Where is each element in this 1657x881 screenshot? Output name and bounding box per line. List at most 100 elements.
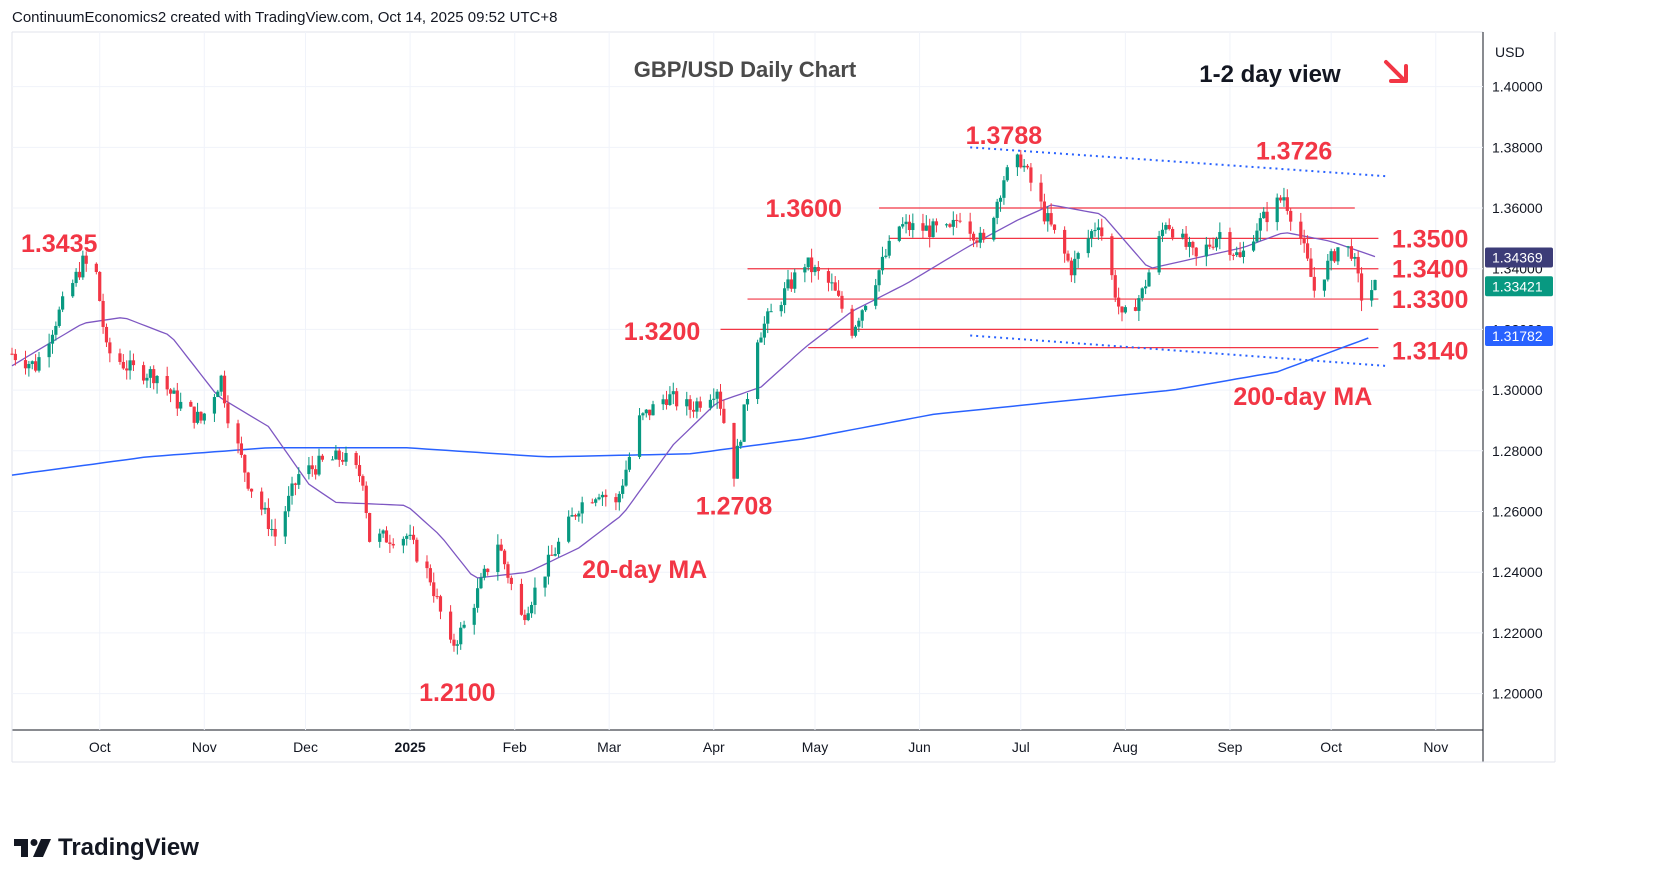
candle	[526, 606, 530, 622]
candle-body	[739, 441, 743, 446]
candle	[887, 235, 891, 259]
candle-body	[222, 375, 227, 404]
price-axis[interactable]: 1.400001.380001.360001.340001.320001.300…	[1485, 79, 1553, 702]
candle-body	[904, 221, 908, 225]
candle	[509, 575, 513, 591]
candle	[836, 280, 841, 298]
candle-body	[627, 456, 632, 470]
candle-body	[270, 528, 274, 530]
candle	[401, 536, 405, 554]
candle	[1241, 241, 1246, 264]
candle-body	[826, 271, 831, 283]
candle	[405, 533, 409, 546]
ma20-line	[11, 204, 1376, 579]
candle	[1093, 222, 1097, 237]
candle-body	[998, 197, 1003, 202]
candle-body	[71, 283, 75, 297]
candle	[745, 392, 750, 411]
candle-body	[651, 404, 655, 416]
candle	[125, 360, 129, 380]
candle	[1046, 206, 1050, 232]
candle	[502, 548, 507, 570]
candle	[732, 422, 736, 487]
time-axis[interactable]: Oct Nov Dec 2025 Feb Mar Apr May Jun Jul Aug Sep Oct…	[89, 739, 1448, 755]
price-tag-box	[1485, 326, 1553, 347]
candle-body	[664, 399, 669, 405]
candle-body	[850, 308, 854, 336]
candle-body	[1204, 244, 1208, 257]
candle-body	[1066, 253, 1070, 261]
candle	[263, 502, 267, 515]
candle	[590, 498, 594, 504]
candle-body	[911, 223, 915, 231]
annotation-label: 1.3140	[1392, 338, 1468, 366]
candle	[840, 291, 844, 313]
candle-body	[1373, 279, 1377, 291]
candle	[249, 488, 254, 498]
candle-body	[1228, 232, 1232, 255]
candle-body	[1093, 230, 1097, 232]
candle	[907, 214, 912, 237]
candle	[273, 518, 277, 546]
candle	[1157, 230, 1161, 275]
candle	[556, 537, 561, 558]
candle	[597, 493, 601, 501]
candle-body	[1167, 224, 1171, 229]
candle-body	[165, 376, 169, 390]
candle-body	[364, 485, 368, 514]
candle	[1231, 253, 1235, 261]
candle	[152, 365, 156, 390]
candle-body	[1370, 290, 1374, 301]
candle-body	[475, 588, 480, 608]
candle	[1160, 222, 1165, 242]
candle-body	[708, 399, 712, 408]
candle	[783, 282, 787, 314]
candle-body	[830, 282, 834, 284]
candle-body	[479, 577, 483, 589]
candle	[1117, 287, 1121, 315]
candle	[931, 218, 935, 238]
candle-body	[1187, 241, 1192, 247]
candle	[27, 360, 31, 377]
candle-body	[506, 564, 510, 578]
candle-body	[1117, 297, 1121, 307]
candle	[131, 353, 136, 372]
brand-name: TradingView	[58, 834, 199, 861]
candle	[1086, 229, 1090, 258]
candle	[1022, 159, 1026, 172]
candle	[1305, 235, 1310, 262]
candle-body	[1123, 307, 1127, 313]
candle-body	[597, 497, 601, 500]
candle	[793, 268, 797, 293]
tradingview-logo[interactable]: TradingView	[14, 833, 199, 863]
candle-body	[1241, 250, 1246, 257]
candle-body	[1046, 213, 1050, 222]
candle	[344, 446, 348, 466]
candle-body	[533, 587, 537, 605]
annotation-label: 1.3788	[966, 122, 1043, 150]
candle-body	[1100, 227, 1104, 237]
candle	[128, 350, 132, 380]
annotation-label: 1.3435	[21, 230, 98, 258]
candle-body	[992, 217, 996, 240]
candle	[364, 481, 368, 519]
candle	[368, 512, 372, 543]
candle	[415, 537, 419, 563]
candle	[1076, 251, 1080, 268]
candle	[189, 400, 193, 408]
candle	[1346, 245, 1350, 257]
candle-body	[614, 497, 618, 503]
candle	[718, 383, 723, 416]
candle	[998, 195, 1003, 212]
candle-body	[982, 232, 986, 240]
candle-body	[712, 398, 716, 400]
candle-body	[1160, 229, 1165, 237]
candle-body	[675, 391, 679, 407]
candle	[1214, 236, 1219, 251]
candle-body	[877, 270, 881, 286]
candle	[61, 291, 65, 313]
candle	[1090, 229, 1094, 248]
candle-body	[816, 267, 820, 272]
candle-body	[314, 469, 318, 475]
